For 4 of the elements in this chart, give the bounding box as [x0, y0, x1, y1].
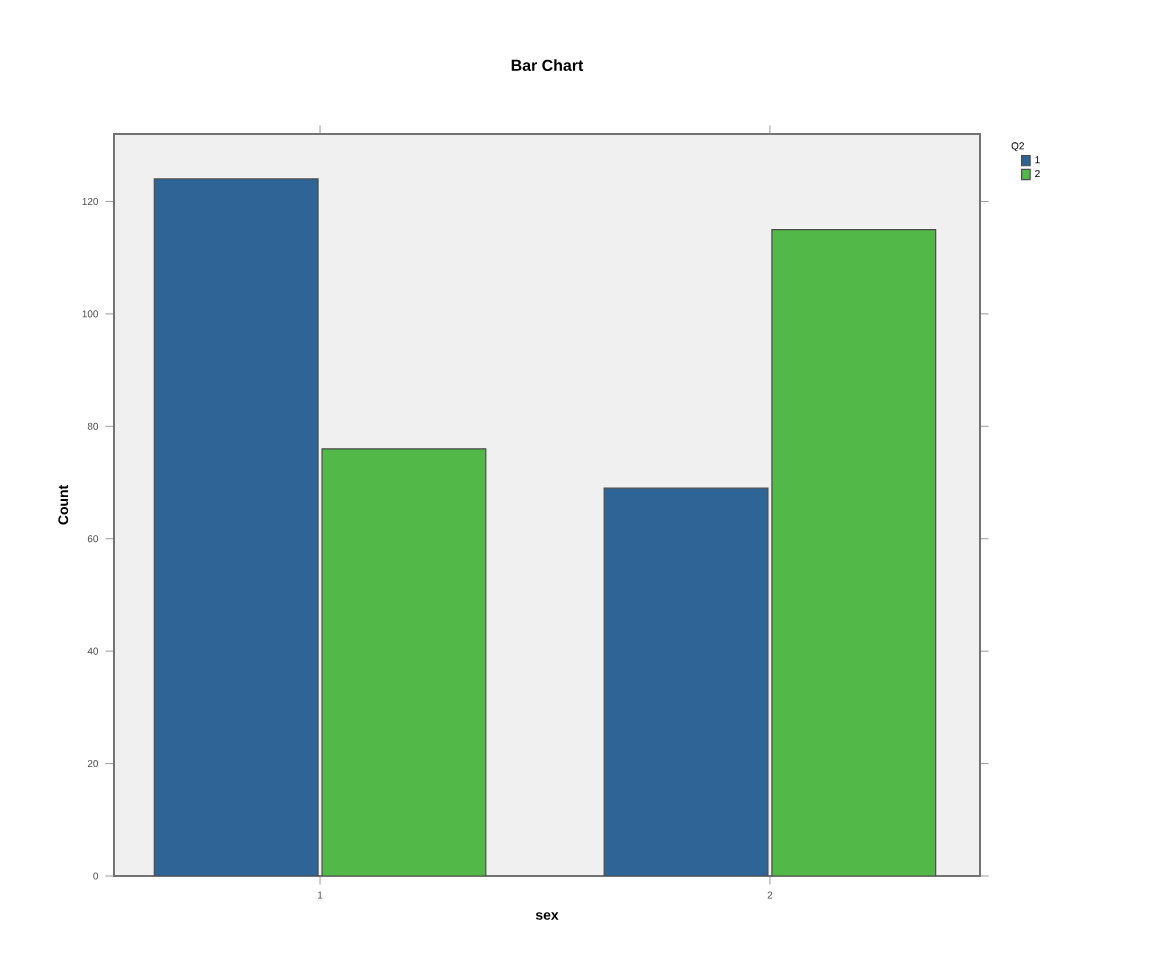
- bar: [603, 487, 769, 876]
- bar: [321, 448, 487, 876]
- bar: [153, 178, 319, 876]
- bar: [771, 228, 937, 876]
